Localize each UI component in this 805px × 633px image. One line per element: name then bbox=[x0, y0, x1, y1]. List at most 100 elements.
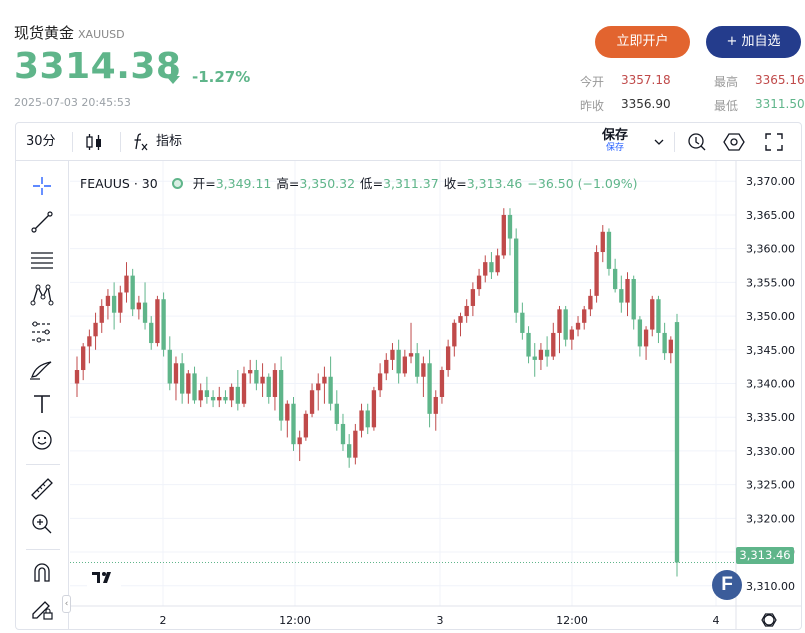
zoom-in-icon[interactable] bbox=[29, 511, 55, 537]
candle-body bbox=[173, 363, 179, 384]
candle-body bbox=[650, 299, 655, 330]
stat-label: 最低 bbox=[714, 99, 739, 113]
candle-body bbox=[588, 295, 593, 310]
candle-body bbox=[371, 390, 377, 428]
brush-icon[interactable] bbox=[29, 356, 55, 382]
toolbar-divider bbox=[26, 549, 60, 550]
candle-body bbox=[427, 363, 432, 414]
candle-body bbox=[415, 353, 420, 377]
candlestick-chart[interactable]: 3,370.00 3,365.00 3,360.00 3,355.00 3,350.00… bbox=[16, 123, 801, 629]
y-tick-label: 3,345.00 bbox=[746, 344, 795, 357]
candle-body bbox=[278, 370, 284, 421]
candle-body bbox=[507, 214, 513, 239]
candle-body bbox=[538, 349, 544, 360]
stat-value: 3357.18 bbox=[621, 73, 671, 87]
candle-body bbox=[557, 309, 562, 333]
stat-prev-close: 昨收 3356.90 bbox=[580, 97, 671, 114]
instrument-name: 现货黄金 bbox=[14, 24, 75, 42]
emoji-icon[interactable] bbox=[29, 427, 55, 453]
candle-body bbox=[495, 255, 500, 273]
candle-body bbox=[118, 292, 123, 313]
collapse-toolbar-button[interactable]: ‹ bbox=[62, 595, 71, 613]
candle-body bbox=[408, 353, 414, 357]
candle-body bbox=[458, 316, 463, 323]
crosshair-icon[interactable] bbox=[29, 173, 55, 199]
y-tick-label: 3,360.00 bbox=[746, 243, 795, 256]
candle-body bbox=[612, 268, 618, 290]
trend-line-icon[interactable] bbox=[29, 209, 55, 235]
candle-body bbox=[272, 370, 278, 397]
legend-open-value: 3,349.11 bbox=[215, 176, 272, 191]
y-tick-label: 3,335.00 bbox=[746, 411, 795, 424]
candle-body bbox=[105, 295, 111, 306]
candle-body bbox=[625, 278, 630, 303]
candle-body bbox=[303, 413, 309, 438]
candle-body bbox=[575, 322, 581, 330]
instrument-code: XAUUSD bbox=[78, 28, 125, 41]
candle-body bbox=[421, 363, 426, 377]
candles-icon[interactable] bbox=[84, 132, 104, 152]
fib-icon[interactable] bbox=[29, 319, 55, 345]
x-tick-label: 12:00 bbox=[279, 614, 311, 627]
y-tick-label: 3,365.00 bbox=[746, 209, 795, 222]
chart-widget: 3,370.00 3,365.00 3,360.00 3,355.00 3,350.00… bbox=[15, 122, 802, 630]
candle-body bbox=[551, 332, 556, 357]
candle-body bbox=[322, 376, 327, 384]
stat-label: 今开 bbox=[580, 75, 605, 89]
candle-body bbox=[501, 214, 506, 256]
candle-body bbox=[124, 275, 129, 293]
candle-body bbox=[619, 289, 624, 303]
stat-today-open: 今开 3357.18 bbox=[580, 73, 671, 90]
chevron-down-icon[interactable] bbox=[654, 137, 664, 147]
legend-high-value: 3,350.32 bbox=[299, 176, 356, 191]
interval-selector[interactable]: 30分 bbox=[26, 134, 56, 149]
candle-body bbox=[241, 373, 247, 404]
candle-body bbox=[285, 403, 290, 421]
candle-body bbox=[353, 430, 358, 458]
candle-body bbox=[334, 403, 339, 424]
stat-label: 昨收 bbox=[580, 99, 605, 113]
candle-body bbox=[149, 322, 154, 344]
ruler-icon[interactable] bbox=[29, 476, 55, 502]
candle-body bbox=[235, 386, 240, 404]
tradingview-logo[interactable] bbox=[87, 564, 121, 590]
magnet-icon[interactable] bbox=[29, 559, 55, 585]
candle-body bbox=[359, 410, 364, 431]
legend-open-label: 开 bbox=[192, 176, 206, 191]
candle-body bbox=[291, 403, 296, 445]
candle-body bbox=[402, 356, 407, 374]
save-button[interactable]: 保存 保存 bbox=[602, 129, 628, 154]
candle-body bbox=[396, 349, 401, 374]
stat-label: 最高 bbox=[714, 75, 739, 89]
fullscreen-icon[interactable] bbox=[764, 132, 784, 152]
candle-body bbox=[662, 332, 667, 354]
add-watchlist-button[interactable]: + 加自选 bbox=[706, 26, 801, 58]
open-account-button[interactable]: 立即开户 bbox=[595, 26, 690, 58]
indicators-button[interactable]: 指标 bbox=[156, 134, 183, 149]
pattern-icon[interactable] bbox=[29, 282, 55, 308]
fx-icon[interactable] bbox=[132, 132, 150, 152]
brand-badge[interactable]: F bbox=[712, 570, 742, 600]
candle-body bbox=[631, 278, 636, 320]
settings-icon[interactable] bbox=[723, 131, 745, 153]
candle-body bbox=[483, 262, 488, 276]
alert-icon[interactable] bbox=[686, 131, 708, 153]
y-tick-label: 3,325.00 bbox=[746, 479, 795, 492]
candle-body bbox=[390, 349, 395, 360]
candle-body bbox=[204, 390, 210, 397]
candle-body bbox=[439, 370, 445, 397]
lock-pencil-icon[interactable] bbox=[29, 596, 55, 622]
x-tick-label: 3 bbox=[437, 614, 444, 627]
save-label: 保存 bbox=[602, 128, 629, 143]
candle-body bbox=[223, 396, 228, 401]
text-icon[interactable] bbox=[29, 391, 55, 417]
tradingview-icon bbox=[92, 572, 111, 583]
y-tick-label: 3,310.00 bbox=[746, 580, 795, 593]
candle-body bbox=[347, 444, 352, 458]
candle-body bbox=[582, 309, 587, 323]
horizontal-lines-icon[interactable] bbox=[29, 247, 55, 273]
legend-high-label: 高 bbox=[276, 176, 289, 191]
candle-body bbox=[210, 396, 216, 401]
candle-body bbox=[309, 390, 315, 414]
toolbar-divider bbox=[674, 132, 675, 152]
